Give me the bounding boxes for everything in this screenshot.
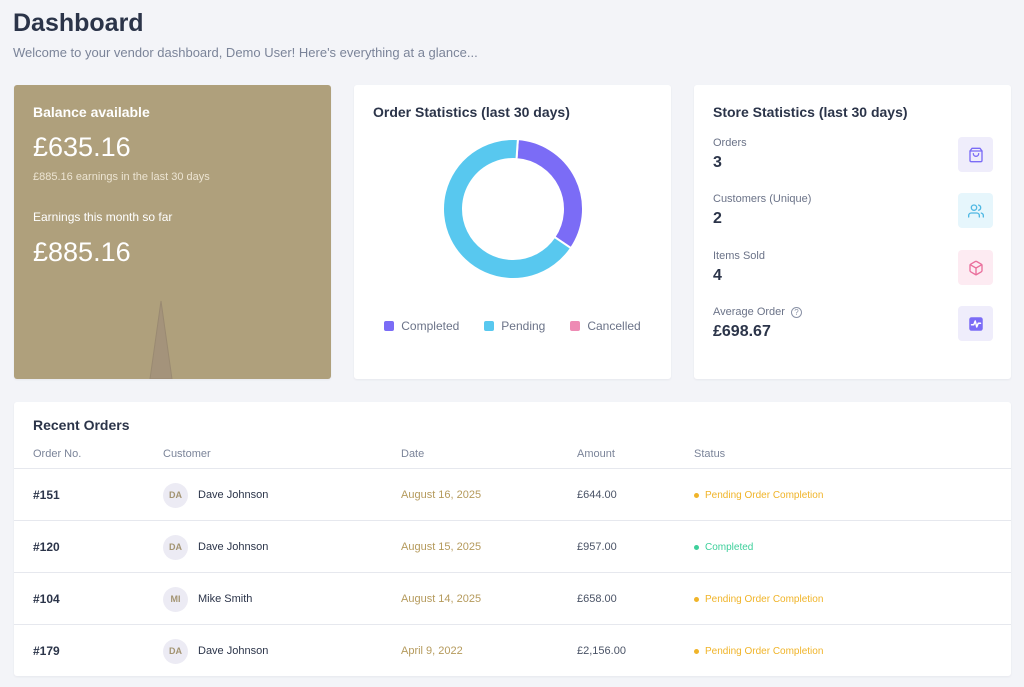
legend-item-cancelled[interactable]: Cancelled (570, 319, 641, 333)
legend-item-pending[interactable]: Pending (484, 319, 545, 333)
stat-value: 3 (713, 154, 722, 171)
legend-swatch (570, 321, 581, 331)
status-text: Pending Order Completion (705, 593, 824, 605)
customer-name: Mike Smith (198, 593, 253, 605)
balance-amount: £635.16 (33, 132, 131, 162)
stat-average-order: Average Order ? £698.67 (713, 306, 993, 356)
customer-cell: DA Dave Johnson (163, 469, 268, 521)
status-dot (694, 544, 699, 550)
status-text: Completed (705, 541, 754, 553)
page-subtitle: Welcome to your vendor dashboard, Demo U… (13, 45, 478, 60)
month-earnings-title: Earnings this month so far (33, 210, 173, 224)
customer-cell: MI Mike Smith (163, 573, 252, 625)
stat-value: £698.67 (713, 323, 771, 340)
order-statistics-title: Order Statistics (last 30 days) (373, 104, 570, 120)
stat-customers: Customers (Unique) 2 (713, 193, 993, 243)
order-amount: £957.00 (577, 541, 617, 553)
help-icon[interactable]: ? (790, 306, 802, 318)
status-badge: Pending Order Completion (694, 573, 823, 625)
table-row[interactable]: #179 DA Dave Johnson April 9, 2022 £2,15… (14, 625, 1011, 677)
order-number[interactable]: #104 (33, 592, 60, 606)
donut-slice-completed[interactable] (515, 138, 584, 250)
stat-orders: Orders 3 (713, 137, 993, 187)
order-status-donut-chart (442, 138, 584, 280)
column-header-customer: Customer (163, 448, 211, 460)
status-badge: Pending Order Completion (694, 625, 823, 677)
store-statistics-card: Store Statistics (last 30 days) Orders 3… (694, 85, 1011, 379)
avatar: DA (163, 638, 188, 664)
stat-label-wrap: Average Order ? (713, 306, 802, 318)
avatar: DA (163, 534, 188, 560)
stat-items-sold: Items Sold 4 (713, 250, 993, 300)
status-badge: Pending Order Completion (694, 469, 823, 521)
order-amount: £2,156.00 (577, 645, 626, 657)
users-icon (958, 193, 993, 228)
order-status-legend: Completed Pending Cancelled (354, 319, 671, 333)
order-statistics-card: Order Statistics (last 30 days) Complete… (354, 85, 671, 379)
balance-title: Balance available (33, 104, 150, 120)
status-dot (694, 648, 699, 654)
column-header-amount: Amount (577, 448, 615, 460)
order-date: April 9, 2022 (401, 645, 463, 657)
table-row[interactable]: #120 DA Dave Johnson August 15, 2025 £95… (14, 521, 1011, 573)
legend-label: Cancelled (587, 319, 641, 333)
stat-value: 2 (713, 210, 722, 227)
balance-card: Balance available £635.16 £885.16 earnin… (14, 85, 331, 379)
status-text: Pending Order Completion (705, 489, 824, 501)
balance-note: £885.16 earnings in the last 30 days (33, 171, 210, 183)
order-date: August 15, 2025 (401, 541, 482, 553)
order-number[interactable]: #179 (33, 644, 60, 658)
box-icon (958, 250, 993, 285)
table-row[interactable]: #104 MI Mike Smith August 14, 2025 £658.… (14, 573, 1011, 625)
stat-label: Orders (713, 137, 747, 149)
status-dot (694, 596, 699, 602)
order-amount: £644.00 (577, 489, 617, 501)
avatar: DA (163, 482, 188, 508)
legend-label: Completed (401, 319, 460, 333)
customer-name: Dave Johnson (198, 489, 269, 501)
recent-orders-card: Recent Orders Order No. Customer Date Am… (14, 402, 1011, 676)
page-title: Dashboard (13, 9, 144, 37)
legend-item-completed[interactable]: Completed (384, 319, 459, 333)
stat-value: 4 (713, 267, 722, 284)
status-text: Pending Order Completion (705, 645, 824, 657)
sparkline-peak (149, 300, 173, 379)
order-number[interactable]: #120 (33, 540, 60, 554)
customer-cell: DA Dave Johnson (163, 625, 268, 677)
customer-name: Dave Johnson (198, 645, 269, 657)
legend-label: Pending (501, 319, 546, 333)
status-dot (694, 492, 699, 498)
store-statistics-title: Store Statistics (last 30 days) (713, 104, 908, 120)
avatar: MI (163, 586, 188, 612)
legend-swatch (384, 321, 395, 331)
status-badge: Completed (694, 521, 753, 573)
column-header-status: Status (694, 448, 726, 460)
table-header: Order No. Customer Date Amount Status (14, 447, 1011, 469)
legend-swatch (484, 321, 495, 331)
order-amount: £658.00 (577, 593, 617, 605)
order-number[interactable]: #151 (33, 488, 60, 502)
customer-name: Dave Johnson (198, 541, 269, 553)
order-date: August 16, 2025 (401, 489, 482, 501)
activity-icon (958, 306, 993, 341)
column-header-date: Date (401, 448, 425, 460)
column-header-order-no: Order No. (33, 448, 82, 460)
stat-label: Average Order (713, 306, 785, 318)
order-date: August 14, 2025 (401, 593, 482, 605)
stat-label: Items Sold (713, 250, 765, 262)
recent-orders-title: Recent Orders (33, 417, 130, 433)
earnings-sparkline (149, 300, 173, 379)
shopping-bag-icon (958, 137, 993, 172)
month-earnings-amount: £885.16 (33, 237, 131, 267)
stat-label: Customers (Unique) (713, 193, 812, 205)
customer-cell: DA Dave Johnson (163, 521, 268, 573)
donut-slice-pending[interactable] (442, 138, 573, 280)
table-row[interactable]: #151 DA Dave Johnson August 16, 2025 £64… (14, 469, 1011, 521)
